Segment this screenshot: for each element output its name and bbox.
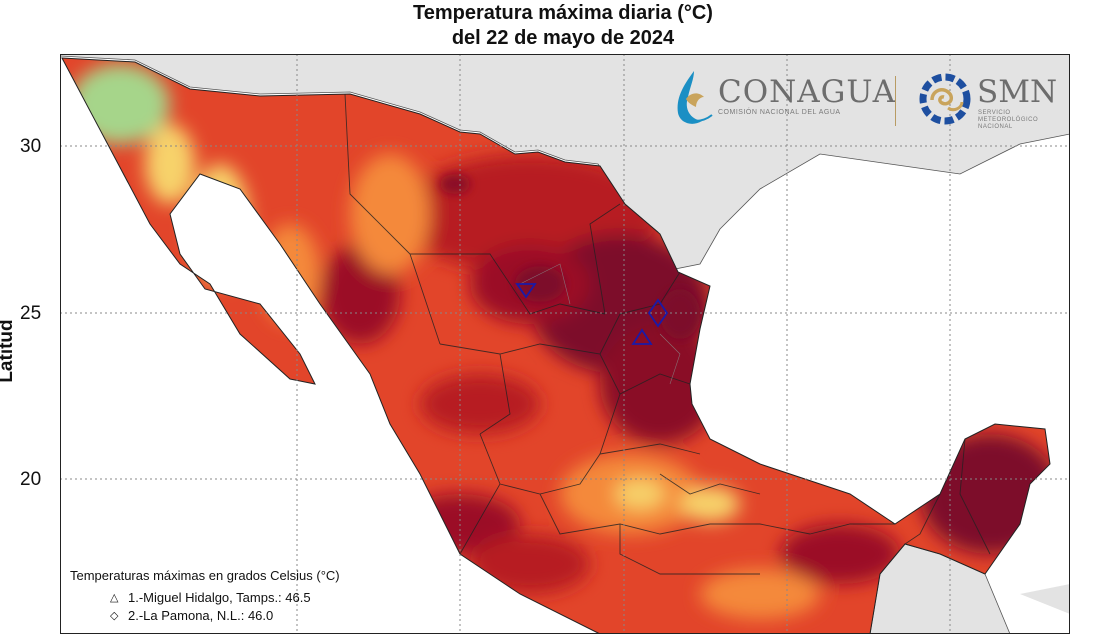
smn-subtitle-line2: METEOROLÓGICO	[978, 117, 1039, 123]
legend-item-label: 2.-La Pamona, N.L.: 46.0	[128, 608, 274, 623]
smn-subtitle: SERVICIO METEOROLÓGICO NACIONAL	[978, 110, 1038, 131]
conagua-logo-icon	[677, 71, 713, 124]
station-marker-diamond	[647, 298, 669, 328]
logo-divider	[895, 76, 896, 126]
legend: Temperaturas máximas en grados Celsius (…	[70, 568, 340, 626]
y-axis-label: Latitud	[0, 319, 17, 383]
smn-name: SMN	[977, 74, 1058, 110]
legend-title: Temperaturas máximas en grados Celsius (…	[70, 568, 340, 583]
station-markers	[515, 283, 669, 345]
cuba-land	[1020, 584, 1070, 614]
smn-subtitle-line3: NACIONAL	[978, 124, 1013, 130]
temperature-map	[60, 54, 1070, 634]
smn-subtitle-line1: SERVICIO	[978, 110, 1011, 116]
y-tick-25: 25	[20, 303, 42, 324]
y-tick-30: 30	[20, 136, 42, 157]
legend-item: ◇ 2.-La Pamona, N.L.: 46.0	[110, 608, 340, 623]
map-title-line1: Temperatura máxima diaria (°C)	[413, 2, 713, 24]
conagua-name: CONAGUA	[718, 74, 896, 110]
graticule	[60, 54, 1070, 634]
station-marker-triangle	[631, 328, 653, 345]
legend-item: △ 1.-Miguel Hidalgo, Tamps.: 46.5	[110, 590, 340, 605]
y-tick-20: 20	[20, 469, 42, 490]
map-title-line2: del 22 de mayo de 2024	[451, 27, 675, 49]
legend-marker-diamond: ◇	[110, 610, 119, 622]
legend-marker-triangle: △	[110, 592, 119, 604]
smn-logo-icon	[919, 73, 971, 125]
conagua-subtitle: COMISIÓN NACIONAL DEL AGUA	[718, 109, 841, 116]
legend-item-label: 1.-Miguel Hidalgo, Tamps.: 46.5	[128, 590, 311, 605]
station-marker-down-triangle	[515, 283, 537, 299]
